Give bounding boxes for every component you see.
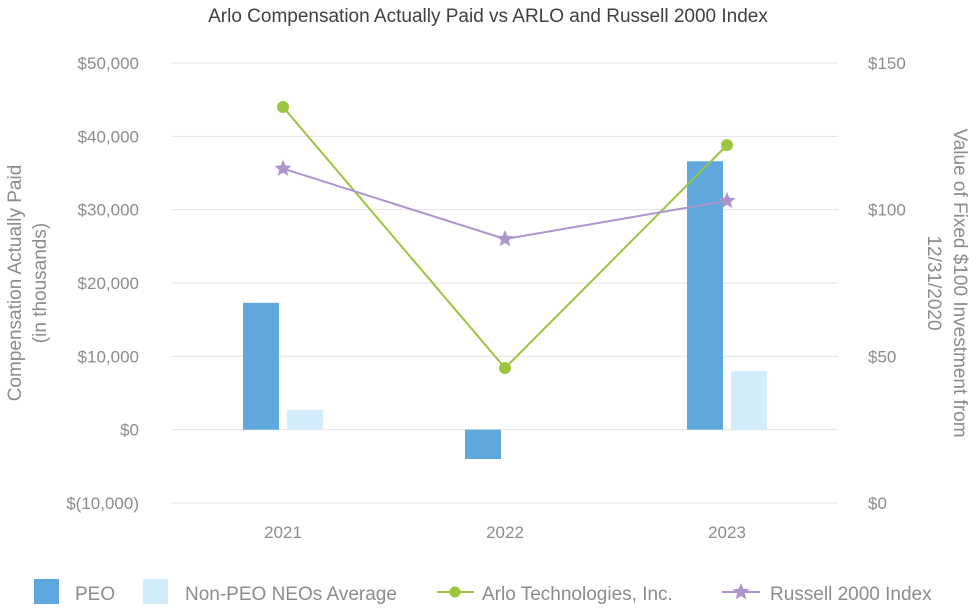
- legend-label-russell: Russell 2000 Index: [770, 584, 932, 605]
- left-tick-label: $0: [120, 421, 139, 440]
- left-tick-label: $20,000: [78, 274, 139, 293]
- data-point: [277, 101, 289, 113]
- legend: PEO Non-PEO NEOs Average Arlo Technologi…: [34, 579, 932, 605]
- legend-swatch-peo: [34, 579, 59, 604]
- legend-marker-arlo: [449, 586, 461, 598]
- left-tick-label: $40,000: [78, 127, 139, 146]
- x-axis-ticks: 2021 2022 2023: [264, 523, 746, 542]
- right-tick-label: $150: [868, 54, 906, 73]
- data-point: [274, 159, 292, 176]
- lines: [274, 101, 736, 375]
- bar: [465, 429, 501, 459]
- right-tick-label: $0: [868, 494, 887, 513]
- right-tick-label: $100: [868, 201, 906, 220]
- right-axis-label-line1: Value of Fixed $100 Investment from: [949, 128, 970, 437]
- left-tick-label: $10,000: [78, 347, 139, 366]
- data-point: [499, 362, 511, 375]
- chart-title: Arlo Compensation Actually Paid vs ARLO …: [208, 6, 768, 27]
- bar: [243, 302, 279, 430]
- gridlines: [172, 62, 838, 504]
- series-line: [282, 167, 728, 241]
- left-tick-label: $(10,000): [66, 494, 139, 513]
- legend-marker-russell: [732, 583, 750, 600]
- right-axis-ticks: $150 $100 $50 $0: [868, 54, 906, 513]
- legend-label-arlo: Arlo Technologies, Inc.: [482, 584, 673, 605]
- bar: [287, 409, 323, 430]
- left-tick-label: $50,000: [78, 54, 139, 73]
- x-tick-label: 2021: [264, 523, 302, 542]
- x-tick-label: 2023: [708, 523, 746, 542]
- data-point: [721, 139, 733, 152]
- left-axis-label-line1: Compensation Actually Paid: [5, 165, 26, 402]
- left-axis-label-line2: (in thousands): [30, 223, 51, 343]
- data-point: [496, 230, 514, 247]
- data-point: [718, 191, 736, 209]
- right-axis-label-line2: 12/31/2020: [923, 235, 944, 330]
- x-tick-label: 2022: [486, 523, 524, 542]
- legend-swatch-non-peo: [143, 579, 168, 604]
- left-tick-label: $30,000: [78, 201, 139, 220]
- right-tick-label: $50: [868, 347, 896, 366]
- bar: [731, 371, 767, 430]
- bars: [243, 161, 767, 459]
- legend-label-non-peo: Non-PEO NEOs Average: [185, 584, 397, 605]
- legend-label-peo: PEO: [75, 584, 115, 605]
- left-axis-ticks: $50,000 $40,000 $30,000 $20,000 $10,000 $0 $(1…: [66, 54, 139, 513]
